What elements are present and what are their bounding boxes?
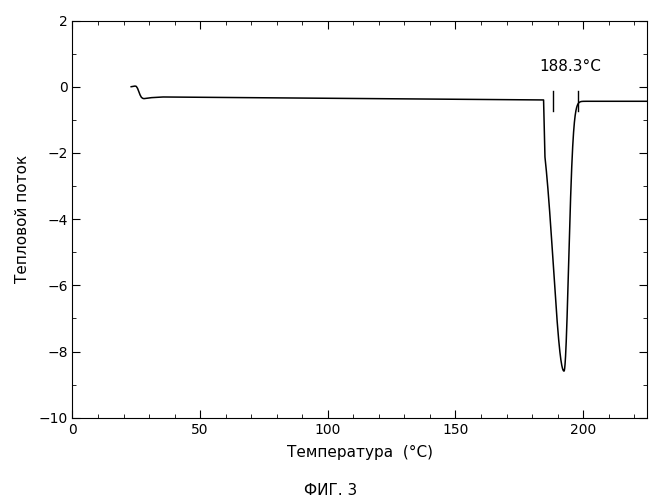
X-axis label: Температура  (°C): Температура (°C) xyxy=(287,445,433,460)
Text: ФИГ. 3: ФИГ. 3 xyxy=(305,483,357,498)
Y-axis label: Тепловой поток: Тепловой поток xyxy=(15,155,30,284)
Text: 188.3°C: 188.3°C xyxy=(540,60,602,74)
